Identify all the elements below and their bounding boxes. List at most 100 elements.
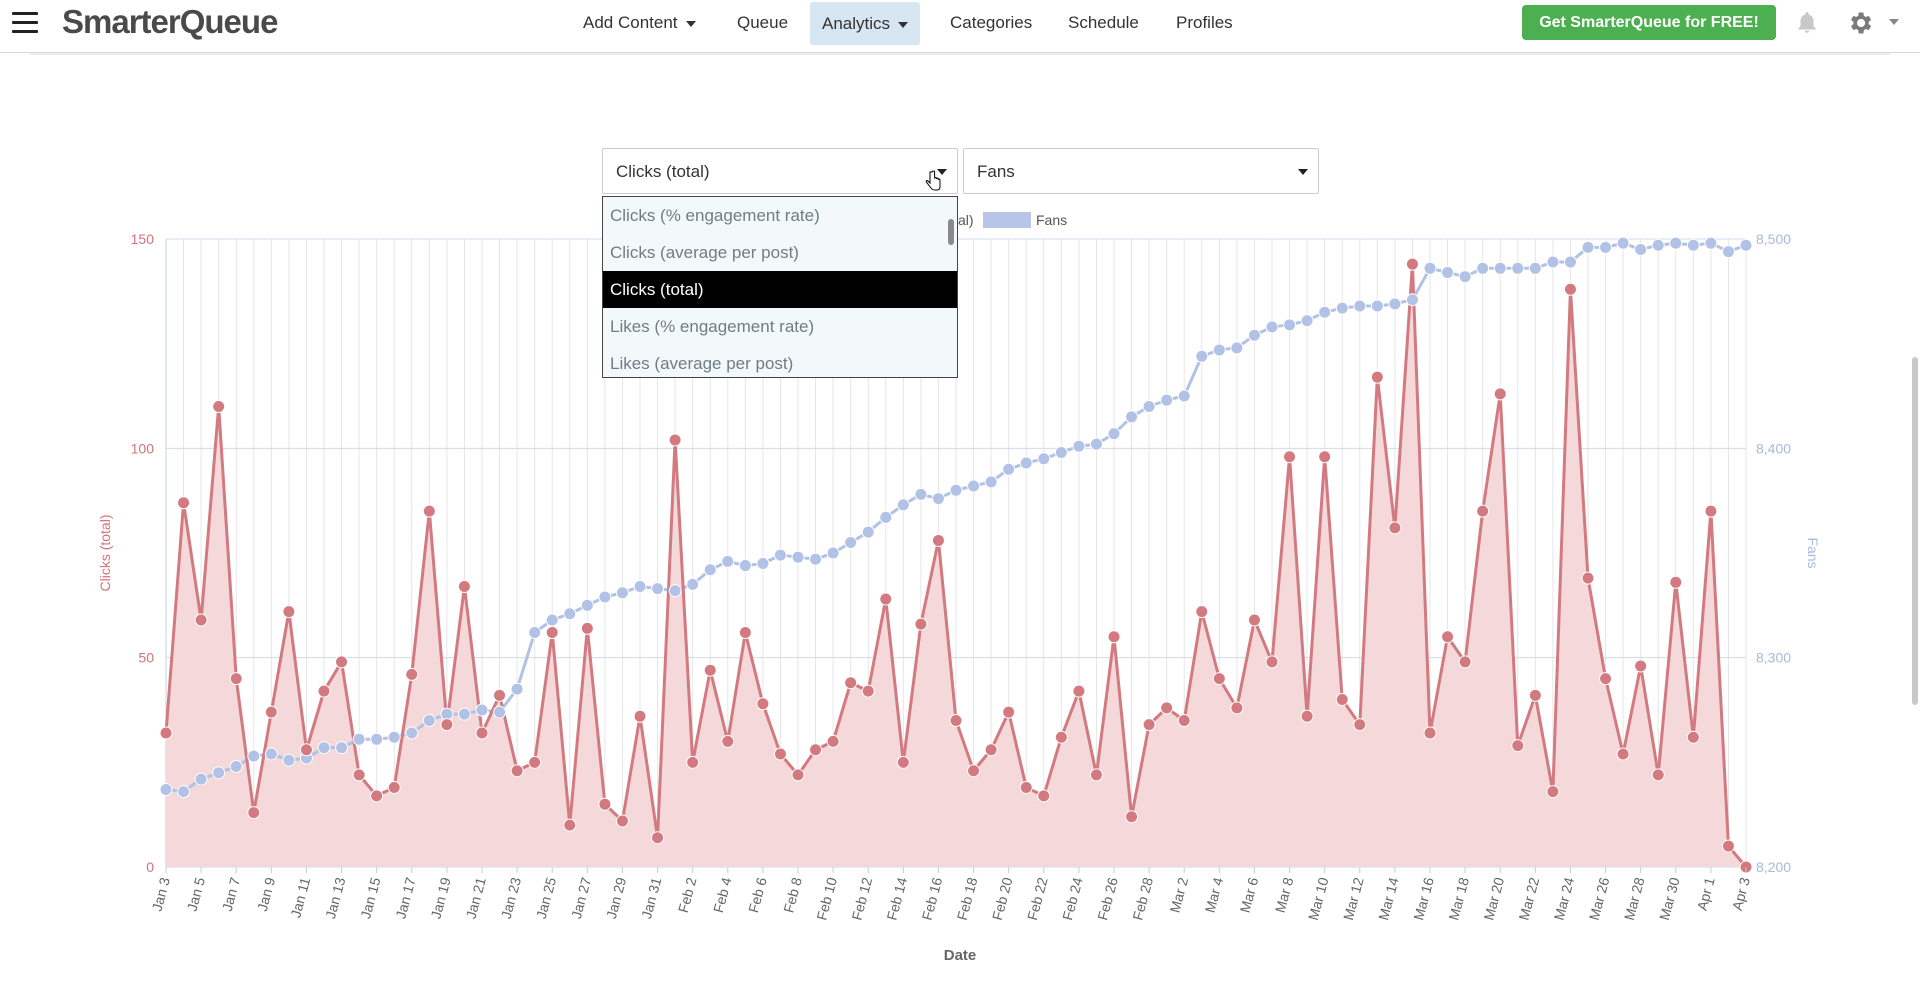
clicks-point (229, 672, 243, 686)
fans-point (791, 550, 805, 564)
dropdown-option-selected[interactable]: Clicks (total) (603, 271, 957, 308)
x-axis-title: Date (944, 947, 977, 964)
dropdown-option[interactable]: Clicks (% engagement rate) (610, 206, 820, 225)
clicks-point (194, 613, 208, 627)
fans-point (826, 546, 840, 560)
x-tick-label: Jan 25 (533, 875, 559, 920)
fans-point (651, 582, 665, 596)
logo[interactable]: SmarterQueue (62, 3, 278, 40)
chevron-down-icon (898, 21, 909, 28)
x-tick-label: Apr 3 (1729, 875, 1753, 912)
x-tick-label: Feb 20 (989, 875, 1016, 921)
y-tick-label-right: 8,200 (1756, 859, 1791, 875)
clicks-point (1002, 705, 1016, 719)
clicks-point (826, 734, 840, 748)
top-navbar: SmarterQueue Add Content Queue Analytics… (0, 0, 1920, 53)
left-metric-select[interactable]: Clicks (total) (602, 148, 958, 194)
dropdown-option[interactable]: Likes (% engagement rate) (610, 317, 815, 336)
fans-point (1300, 314, 1314, 328)
clicks-point (1388, 521, 1402, 535)
fans-point (1423, 261, 1437, 275)
dropdown-scrollbar[interactable] (948, 219, 954, 245)
fans-point (773, 548, 787, 562)
fans-point (335, 741, 349, 755)
legend-fans-swatch[interactable] (983, 212, 1031, 228)
clicks-point (1072, 684, 1086, 698)
nav-categories[interactable]: Categories (950, 0, 1032, 46)
x-tick-label: Jan 31 (638, 875, 664, 920)
y-tick-label-right: 8,500 (1756, 231, 1791, 247)
clicks-point (1283, 450, 1297, 464)
clicks-point (1107, 630, 1121, 644)
fans-point (1318, 305, 1332, 319)
menu-icon[interactable] (12, 12, 38, 34)
fans-point (247, 749, 261, 763)
clicks-point (1318, 450, 1332, 464)
dropdown-option[interactable]: Likes (average per post) (610, 354, 794, 373)
clicks-point (1563, 282, 1577, 296)
fans-point (756, 556, 770, 570)
fans-point (1493, 261, 1507, 275)
x-tick-label: Mar 6 (1237, 875, 1262, 914)
fans-point (896, 498, 910, 512)
clicks-point (879, 592, 893, 606)
x-tick-label: Feb 28 (1129, 875, 1156, 921)
clicks-point (1721, 839, 1735, 853)
nav-add-content[interactable]: Add Content (583, 0, 696, 46)
fans-point (1651, 238, 1665, 252)
clicks-point (1458, 655, 1472, 669)
clicks-point (686, 755, 700, 769)
chevron-down-icon (685, 20, 696, 27)
nav-schedule[interactable]: Schedule (1068, 0, 1139, 46)
x-tick-label: Jan 13 (322, 875, 348, 920)
get-free-button[interactable]: Get SmarterQueue for FREE! (1522, 5, 1776, 40)
clicks-point (528, 755, 542, 769)
fans-point (177, 785, 191, 799)
legend-fans-label[interactable]: Fans (1036, 212, 1068, 228)
dropdown-option[interactable]: Clicks (average per post) (610, 243, 799, 262)
x-tick-label: Feb 2 (675, 875, 700, 914)
page-scrollbar[interactable] (1912, 357, 1918, 705)
clicks-point (422, 504, 436, 518)
x-tick-label: Mar 28 (1621, 875, 1648, 921)
nav-analytics[interactable]: Analytics (810, 2, 921, 45)
x-tick-label: Jan 23 (498, 875, 524, 920)
clicks-point (1353, 718, 1367, 732)
clicks-point (177, 496, 191, 510)
right-metric-select[interactable]: Fans (963, 148, 1319, 194)
fans-point (931, 492, 945, 506)
clicks-point (352, 768, 366, 782)
fans-point (1405, 293, 1419, 307)
x-tick-label: Feb 8 (780, 875, 805, 914)
clicks-point (967, 764, 981, 778)
fans-point (1230, 341, 1244, 355)
legend-clicks-label[interactable]: al) (958, 212, 974, 228)
clicks-point (896, 755, 910, 769)
nav-profiles[interactable]: Profiles (1176, 0, 1233, 46)
clicks-point (264, 705, 278, 719)
x-tick-label: Jan 15 (357, 875, 383, 920)
fans-point (1599, 240, 1613, 254)
fans-point (1458, 270, 1472, 284)
x-tick-label: Mar 8 (1272, 875, 1297, 914)
fans-point (1634, 242, 1648, 256)
x-tick-label: Mar 14 (1375, 875, 1402, 921)
x-tick-label: Mar 10 (1305, 875, 1332, 921)
nav-queue[interactable]: Queue (737, 0, 788, 46)
clicks-point (317, 684, 331, 698)
gear-icon[interactable] (1846, 9, 1874, 37)
bell-icon[interactable] (1794, 10, 1820, 36)
clicks-point (1160, 701, 1174, 715)
fans-point (1177, 389, 1191, 403)
settings-chevron-icon[interactable] (1889, 19, 1899, 25)
clicks-point (1054, 730, 1068, 744)
nav-add-content-label: Add Content (583, 13, 678, 32)
y-tick-label-left: 150 (131, 231, 155, 247)
x-tick-label: Feb 18 (954, 875, 981, 921)
clicks-point (1195, 605, 1209, 619)
clicks-point (545, 626, 559, 640)
clicks-point (440, 718, 454, 732)
fans-point (1581, 240, 1595, 254)
metric-dropdown-list[interactable]: Clicks (% engagement rate) Clicks (avera… (602, 196, 958, 378)
clicks-point (1423, 726, 1437, 740)
